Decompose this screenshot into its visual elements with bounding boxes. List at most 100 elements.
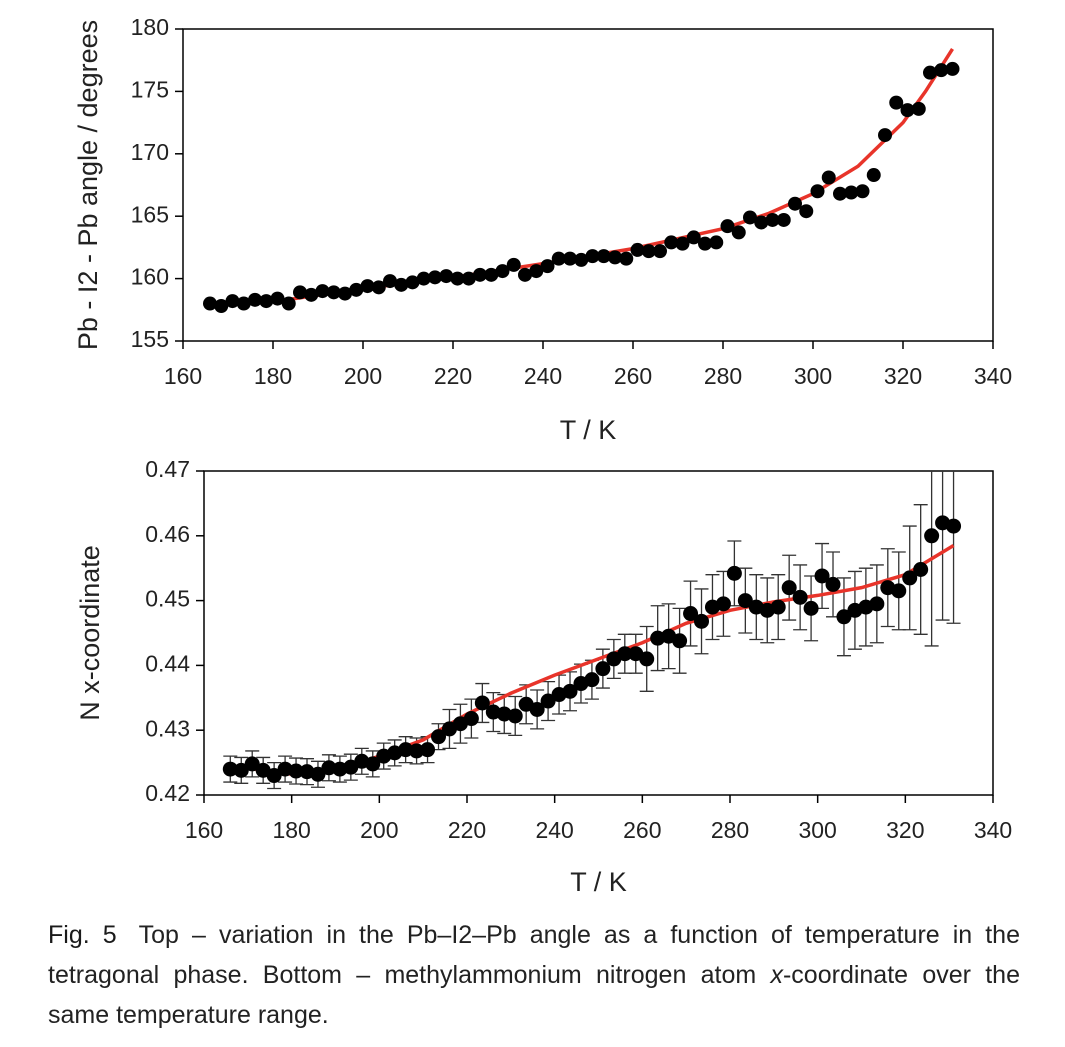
x-tick-label: 340	[974, 817, 1012, 843]
data-point	[484, 267, 499, 282]
data-point	[463, 711, 479, 727]
data-point	[694, 613, 710, 629]
data-point	[675, 236, 690, 251]
data-point	[222, 761, 238, 777]
data-point	[236, 296, 251, 311]
data-point	[439, 269, 454, 284]
data-point	[595, 661, 611, 677]
x-tick-label: 180	[272, 817, 310, 843]
x-tick-label: 320	[884, 363, 922, 389]
data-point	[799, 204, 814, 219]
data-point	[911, 101, 926, 116]
data-point	[270, 291, 285, 306]
y-axis-title: Pb - I2 - Pb angle / degrees	[73, 20, 103, 350]
figure: 160 180 200 220 240 260 280 300 320 340 155 160 165 1…	[73, 14, 1012, 897]
x-tick-label: 220	[434, 363, 472, 389]
data-point	[551, 251, 566, 266]
data-point	[360, 279, 375, 294]
data-point	[765, 212, 780, 227]
data-point	[743, 210, 757, 225]
data-point	[383, 274, 397, 289]
y-tick-label: 175	[131, 76, 169, 102]
data-point	[866, 168, 881, 183]
data-point	[585, 249, 600, 264]
y-axis-title: N x-coordinate	[75, 545, 105, 721]
data-point	[461, 271, 476, 286]
data-point	[420, 742, 436, 758]
caption: Fig. 5 Top – variation in the Pb–I2–Pb an…	[48, 915, 1020, 1035]
x-tick-label: 260	[623, 817, 661, 843]
data-point	[365, 756, 381, 772]
data-point	[833, 186, 847, 201]
data-point	[233, 762, 249, 778]
data-point	[726, 565, 742, 581]
y-tick-label: 0.45	[145, 586, 190, 612]
x-tick-label: 200	[344, 363, 382, 389]
y-tick-label: 0.43	[145, 715, 190, 741]
x-tick-label: 260	[614, 363, 652, 389]
data-point	[878, 128, 892, 143]
data-point	[836, 609, 852, 625]
data-point	[474, 695, 490, 711]
data-point	[540, 259, 555, 274]
data-point	[720, 219, 735, 234]
y-tick-label: 0.47	[145, 456, 190, 482]
data-point	[349, 282, 364, 297]
data-point	[698, 236, 712, 251]
data-point	[409, 743, 425, 759]
data-point	[495, 264, 510, 279]
data-point	[664, 235, 679, 250]
data-point	[619, 251, 634, 266]
caption-text-end: -coordinate over the same temperature ra…	[48, 961, 1020, 1029]
data-point	[398, 742, 414, 758]
x-tick-label: 180	[254, 363, 292, 389]
data-point	[737, 593, 753, 609]
data-point	[518, 267, 532, 282]
data-point	[416, 271, 431, 286]
y-tick-label: 180	[131, 14, 169, 40]
data-point	[683, 606, 699, 622]
x-tick-label: 160	[185, 817, 223, 843]
caption-label: Fig. 5	[48, 921, 117, 949]
plot-frame	[203, 470, 994, 796]
fit-line	[230, 544, 955, 777]
data-point	[326, 285, 341, 300]
y-tick-label: 0.46	[145, 521, 190, 547]
data-point	[608, 250, 622, 265]
x-tick-label: 240	[535, 817, 573, 843]
data-point	[900, 103, 915, 118]
data-point	[639, 651, 655, 667]
data-point	[293, 285, 307, 300]
data-point	[934, 63, 949, 78]
data-point	[653, 244, 667, 259]
data-point	[686, 230, 701, 245]
data-point	[596, 249, 611, 264]
data-point	[405, 275, 420, 290]
data-point	[529, 264, 544, 279]
data-point	[617, 646, 633, 662]
x-tick-label: 300	[794, 363, 832, 389]
data-point	[450, 271, 465, 286]
y-tick-label: 170	[131, 139, 169, 165]
data-point	[825, 576, 841, 592]
data-point	[891, 583, 907, 599]
data-point	[923, 65, 937, 80]
data-point	[731, 225, 746, 240]
data-point	[338, 286, 352, 301]
x-tick-label: 160	[164, 363, 202, 389]
y-tick-label: 0.42	[145, 780, 190, 806]
data-point	[371, 280, 386, 295]
data-point	[321, 760, 337, 776]
plot-frame	[182, 28, 994, 342]
data-point	[946, 518, 962, 534]
data-point	[214, 299, 229, 314]
x-tick-label: 200	[360, 817, 398, 843]
data-point	[428, 270, 442, 285]
data-point	[281, 296, 296, 311]
y-tick-label: 160	[131, 264, 169, 290]
caption-italic: x	[770, 961, 783, 989]
data-point	[924, 528, 940, 544]
caption-text: Top – variation in the Pb–I2–Pb angle as…	[48, 921, 1020, 989]
data-point	[266, 768, 282, 784]
data-point	[792, 589, 808, 605]
